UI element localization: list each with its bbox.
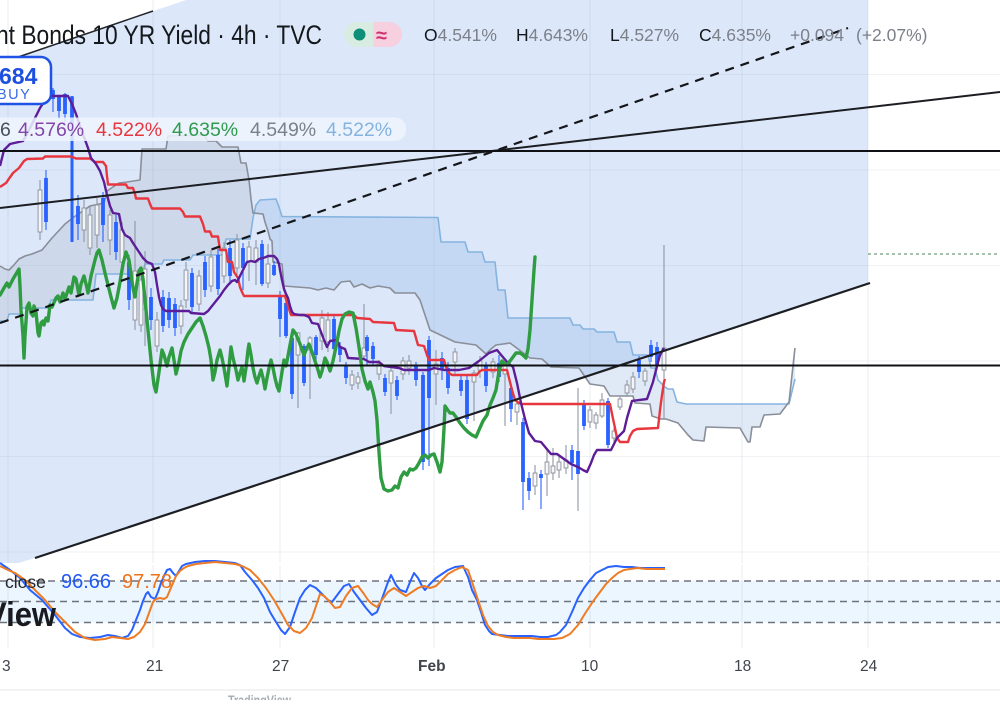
svg-text:24: 24 (860, 658, 878, 675)
svg-text:4.549%: 4.549% (250, 119, 316, 141)
svg-text:C4.635%: C4.635% (699, 25, 771, 45)
svg-text:6: 6 (0, 119, 11, 141)
svg-text:(+2.07%): (+2.07%) (856, 25, 928, 45)
svg-text:≈: ≈ (376, 25, 387, 47)
svg-text:4.522%: 4.522% (326, 119, 392, 141)
svg-text:BUY: BUY (0, 87, 31, 103)
svg-text:3: 3 (2, 658, 11, 675)
svg-text:nt Bonds 10 YR Yield · 4h · TV: nt Bonds 10 YR Yield · 4h · TVC (0, 20, 322, 50)
svg-text:TradingView: TradingView (228, 693, 291, 700)
svg-text:O4.541%: O4.541% (424, 25, 497, 45)
svg-text:close: close (5, 572, 46, 592)
svg-text:21: 21 (146, 658, 163, 675)
svg-text:Feb: Feb (418, 658, 446, 675)
svg-text:View: View (0, 596, 56, 634)
svg-text:+0.094: +0.094 (790, 25, 844, 45)
svg-text:27: 27 (272, 658, 289, 675)
svg-text:4.635%: 4.635% (172, 119, 238, 141)
svg-text:96.66: 96.66 (61, 571, 111, 593)
svg-text:L4.527%: L4.527% (610, 25, 679, 45)
svg-text:18: 18 (734, 658, 751, 675)
svg-text:10: 10 (581, 658, 599, 675)
svg-text:H4.643%: H4.643% (516, 25, 588, 45)
svg-text:4.522%: 4.522% (96, 119, 162, 141)
svg-text:97.78: 97.78 (122, 571, 172, 593)
svg-text:684: 684 (0, 63, 38, 89)
svg-text:4.576%: 4.576% (18, 119, 84, 141)
